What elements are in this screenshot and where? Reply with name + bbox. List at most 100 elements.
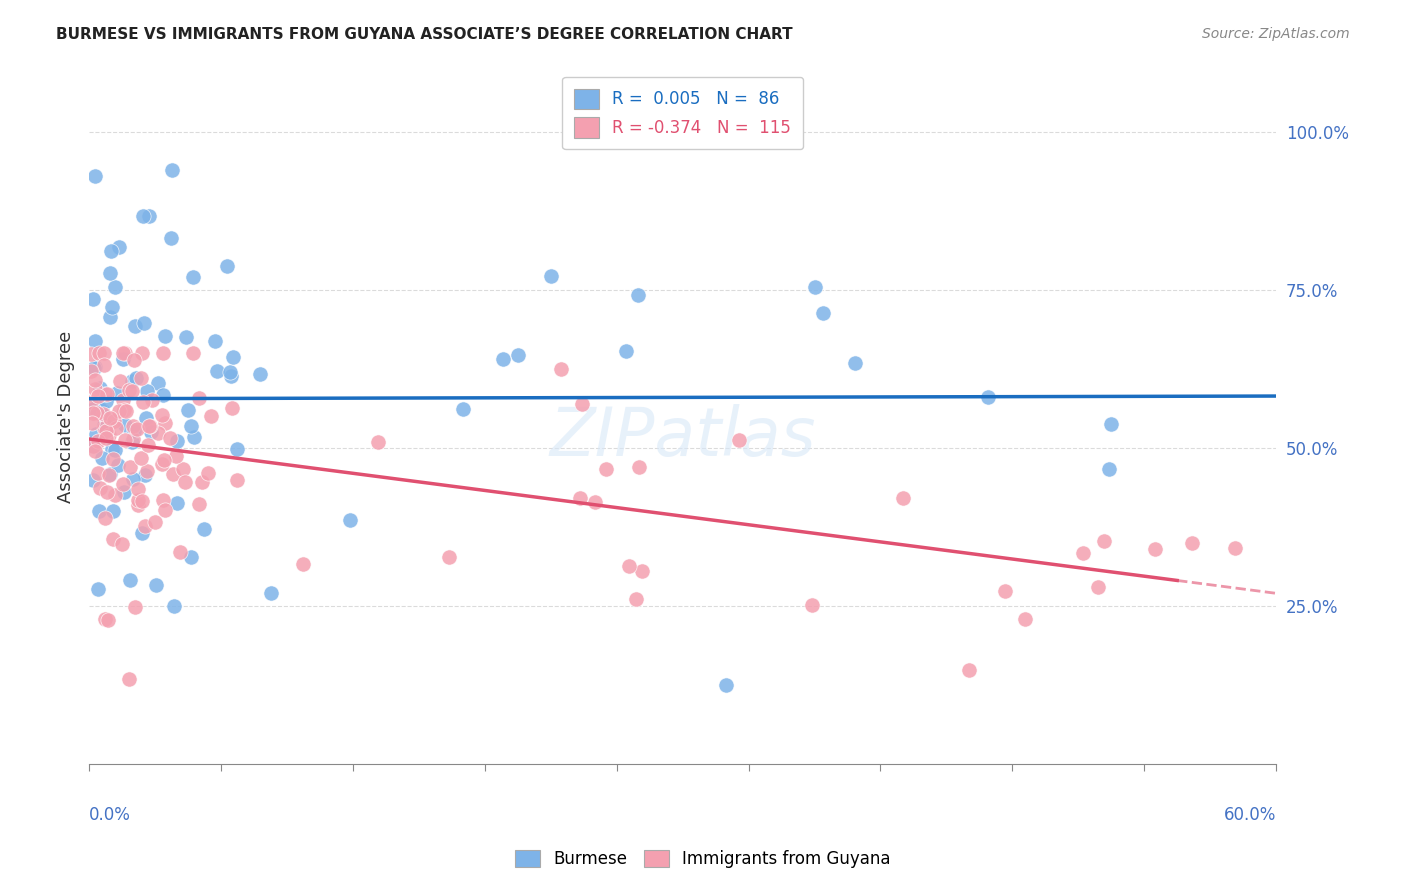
Point	[93, 346, 115, 360]
Point	[614, 344, 637, 359]
Point	[118, 384, 141, 398]
Point	[146, 425, 169, 440]
Point	[260, 586, 283, 600]
Point	[627, 288, 650, 302]
Point	[155, 503, 177, 517]
Point	[226, 442, 249, 457]
Point	[110, 537, 132, 551]
Point	[141, 425, 163, 439]
Point	[146, 376, 169, 391]
Point	[112, 402, 135, 417]
Point	[187, 391, 209, 405]
Legend: R =  0.005   N =  86, R = -0.374   N =  115: R = 0.005 N = 86, R = -0.374 N = 115	[562, 77, 803, 149]
Point	[115, 404, 138, 418]
Point	[136, 464, 159, 478]
Point	[217, 260, 239, 274]
Point	[626, 592, 648, 607]
Point	[87, 467, 110, 481]
Point	[1181, 536, 1204, 550]
Point	[121, 374, 143, 388]
Point	[162, 467, 184, 481]
Point	[152, 452, 174, 467]
Text: Source: ZipAtlas.com: Source: ZipAtlas.com	[1202, 27, 1350, 41]
Point	[100, 244, 122, 258]
Point	[127, 498, 149, 512]
Point	[87, 389, 110, 403]
Point	[183, 430, 205, 444]
Point	[1092, 534, 1115, 549]
Point	[165, 450, 187, 464]
Point	[122, 418, 145, 433]
Point	[183, 346, 205, 360]
Point	[80, 394, 103, 409]
Point	[118, 573, 141, 587]
Point	[124, 318, 146, 333]
Point	[131, 346, 153, 360]
Point	[105, 420, 128, 434]
Point	[82, 439, 104, 453]
Point	[143, 515, 166, 529]
Point	[127, 492, 149, 507]
Point	[121, 472, 143, 486]
Point	[153, 329, 176, 343]
Point	[205, 364, 228, 378]
Point	[568, 491, 591, 505]
Point	[84, 382, 107, 396]
Point	[93, 612, 115, 626]
Point	[1087, 580, 1109, 594]
Point	[174, 475, 197, 490]
Point	[492, 352, 515, 367]
Point	[1144, 541, 1167, 556]
Point	[112, 477, 135, 491]
Point	[111, 352, 134, 367]
Point	[136, 438, 159, 452]
Point	[891, 491, 914, 505]
Text: ZIPatlas: ZIPatlas	[550, 404, 815, 470]
Point	[162, 163, 184, 178]
Point	[80, 364, 103, 378]
Point	[226, 473, 249, 487]
Point	[367, 434, 389, 449]
Point	[107, 240, 129, 254]
Point	[80, 416, 103, 430]
Point	[129, 451, 152, 466]
Point	[160, 231, 183, 245]
Point	[84, 426, 107, 441]
Point	[152, 346, 174, 360]
Point	[204, 334, 226, 348]
Point	[127, 483, 149, 497]
Point	[540, 268, 562, 283]
Point	[89, 401, 111, 416]
Point	[1223, 541, 1246, 556]
Point	[125, 371, 148, 385]
Point	[104, 442, 127, 457]
Point	[94, 387, 117, 401]
Legend: Burmese, Immigrants from Guyana: Burmese, Immigrants from Guyana	[509, 843, 897, 875]
Text: BURMESE VS IMMIGRANTS FROM GUYANA ASSOCIATE’S DEGREE CORRELATION CHART: BURMESE VS IMMIGRANTS FROM GUYANA ASSOCI…	[56, 27, 793, 42]
Point	[134, 518, 156, 533]
Point	[91, 451, 114, 466]
Point	[122, 353, 145, 368]
Point	[132, 209, 155, 223]
Point	[101, 452, 124, 467]
Point	[138, 418, 160, 433]
Point	[108, 404, 131, 418]
Point	[177, 402, 200, 417]
Point	[96, 484, 118, 499]
Point	[104, 279, 127, 293]
Point	[125, 422, 148, 436]
Point	[191, 475, 214, 489]
Point	[595, 462, 617, 476]
Point	[550, 362, 572, 376]
Point	[101, 442, 124, 456]
Point	[153, 416, 176, 430]
Point	[716, 678, 738, 692]
Point	[96, 386, 118, 401]
Point	[193, 522, 215, 536]
Point	[98, 310, 121, 324]
Point	[91, 407, 114, 421]
Point	[197, 466, 219, 480]
Point	[83, 359, 105, 374]
Point	[508, 348, 530, 362]
Point	[200, 409, 222, 423]
